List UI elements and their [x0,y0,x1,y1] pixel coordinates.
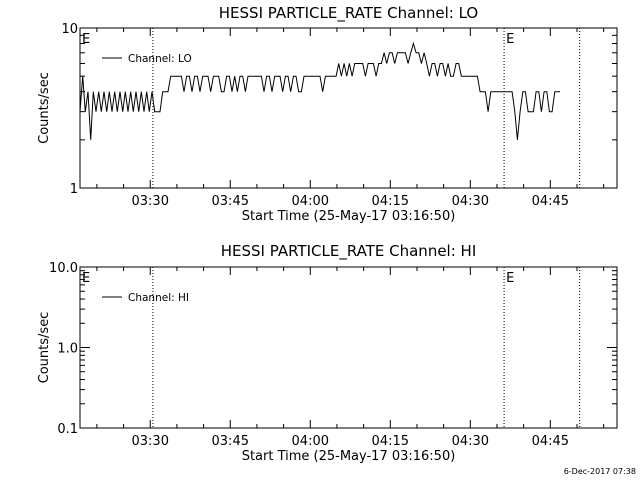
chart-panel-hi: HESSI PARTICLE_RATE Channel: HI 03:30 03:4… [37,242,618,464]
x-tick-label: 03:45 [212,194,249,209]
y-tick-label: 0.1 [57,422,78,437]
x-tick-label: 04:00 [292,194,329,209]
legend-label: Channel: HI [128,292,189,304]
time-marker-label: E [506,32,514,47]
chart-title: HESSI PARTICLE_RATE Channel: LO [219,4,478,23]
y-tick-label: 1.0 [57,342,78,357]
x-tick-label: 04:45 [532,434,569,449]
legend-label: Channel: LO [128,53,192,65]
y-tick-label: 1 [70,182,78,197]
x-tick-label: 04:15 [372,434,409,449]
x-tick-label: 03:30 [132,434,169,449]
y-axis-label: Counts/sec [37,72,52,144]
x-axis-label: Start Time (25-May-17 03:16:50) [242,209,456,224]
x-tick-label: 04:30 [452,194,489,209]
time-marker-label: E [506,271,514,286]
series-line [79,41,561,140]
corner-label: E [82,32,90,47]
x-tick-label: 04:30 [452,434,489,449]
x-axis-label: Start Time (25-May-17 03:16:50) [242,449,456,464]
footer-timestamp: 6-Dec-2017 07:38 [564,467,636,476]
y-tick-label: 10.0 [49,261,78,276]
chart-panel-lo: HESSI PARTICLE_RATE Channel: LO 03:30 03:4… [37,4,618,224]
corner-label: E [82,271,90,286]
x-tick-label: 04:15 [372,194,409,209]
chart-title: HESSI PARTICLE_RATE Channel: HI [221,242,477,261]
x-tick-label: 04:45 [532,194,569,209]
y-axis-label: Counts/sec [37,312,52,384]
x-tick-label: 04:00 [292,434,329,449]
x-tick-label: 03:45 [212,434,249,449]
y-tick-label: 10 [61,22,78,37]
x-tick-label: 03:30 [132,194,169,209]
